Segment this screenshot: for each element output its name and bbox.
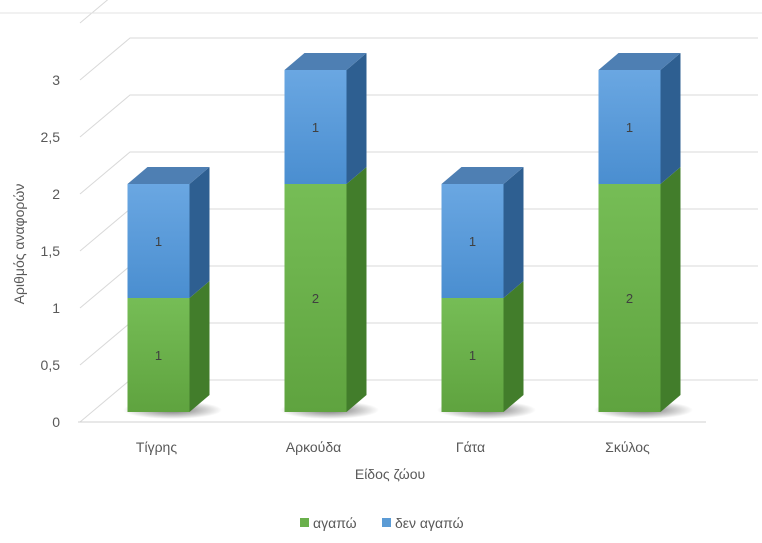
x-tick-label: Σκύλος [605, 439, 650, 455]
bar-top [284, 53, 367, 70]
gridline [79, 94, 758, 138]
data-label: 1 [312, 120, 319, 135]
legend-label[interactable]: αγαπώ [313, 515, 357, 531]
x-tick-label: Αρκούδα [286, 439, 341, 455]
x-axis-title: Είδος ζώου [355, 466, 425, 482]
data-label: 1 [469, 234, 476, 249]
legend[interactable]: αγαπώ δεν αγαπώ [300, 515, 464, 531]
bar-segment-side [503, 281, 524, 412]
data-label: 2 [312, 291, 319, 306]
bar-segment-side [660, 167, 681, 412]
axes: 0 0,5 1 1,5 2 2,5 3 Αριθμός αναφορών Τίγρης Αρκού… [11, 72, 706, 482]
data-label: 2 [626, 291, 633, 306]
y-tick-label: 2,5 [41, 129, 61, 145]
bar-segment-side [503, 167, 524, 298]
bar-segment-side [189, 167, 210, 298]
y-tick-label: 3 [52, 72, 60, 88]
bar-top [598, 53, 681, 70]
y-tick-label: 1,5 [41, 243, 61, 259]
y-tick-label: 0,5 [41, 357, 61, 373]
data-label: 1 [626, 120, 633, 135]
y-tick-label: 2 [52, 186, 60, 202]
bar-segment-side [346, 167, 367, 412]
data-label: 1 [155, 348, 162, 363]
x-tick-label: Γάτα [456, 439, 485, 455]
bar-segment[interactable] [598, 184, 661, 412]
bar-top [441, 167, 524, 184]
bar-segment[interactable] [284, 70, 347, 184]
gridline [79, 0, 109, 24]
bar-segment[interactable] [441, 298, 504, 412]
y-tick-label: 0 [52, 414, 60, 430]
bar-segment-side [346, 53, 367, 184]
data-label: 1 [155, 234, 162, 249]
legend-swatch [300, 518, 309, 527]
labels: 1 1 2 1 1 1 2 1 [155, 120, 633, 363]
gridline [79, 37, 758, 81]
bar-top [127, 167, 210, 184]
legend-swatch [382, 518, 391, 527]
x-tick-label: Τίγρης [136, 439, 177, 455]
bar-segment[interactable] [441, 184, 504, 298]
data-label: 1 [469, 348, 476, 363]
bars [127, 53, 681, 412]
bar-segment[interactable] [127, 184, 190, 298]
bar-segment[interactable] [127, 298, 190, 412]
bar-segment[interactable] [598, 70, 661, 184]
legend-label[interactable]: δεν αγαπώ [395, 515, 464, 531]
y-axis-title: Αριθμός αναφορών [11, 184, 27, 305]
bar-segment-side [660, 53, 681, 184]
bar-segment[interactable] [284, 184, 347, 412]
y-tick-label: 1 [52, 300, 60, 316]
gridline [79, 151, 758, 195]
bar-segment-side [189, 281, 210, 412]
